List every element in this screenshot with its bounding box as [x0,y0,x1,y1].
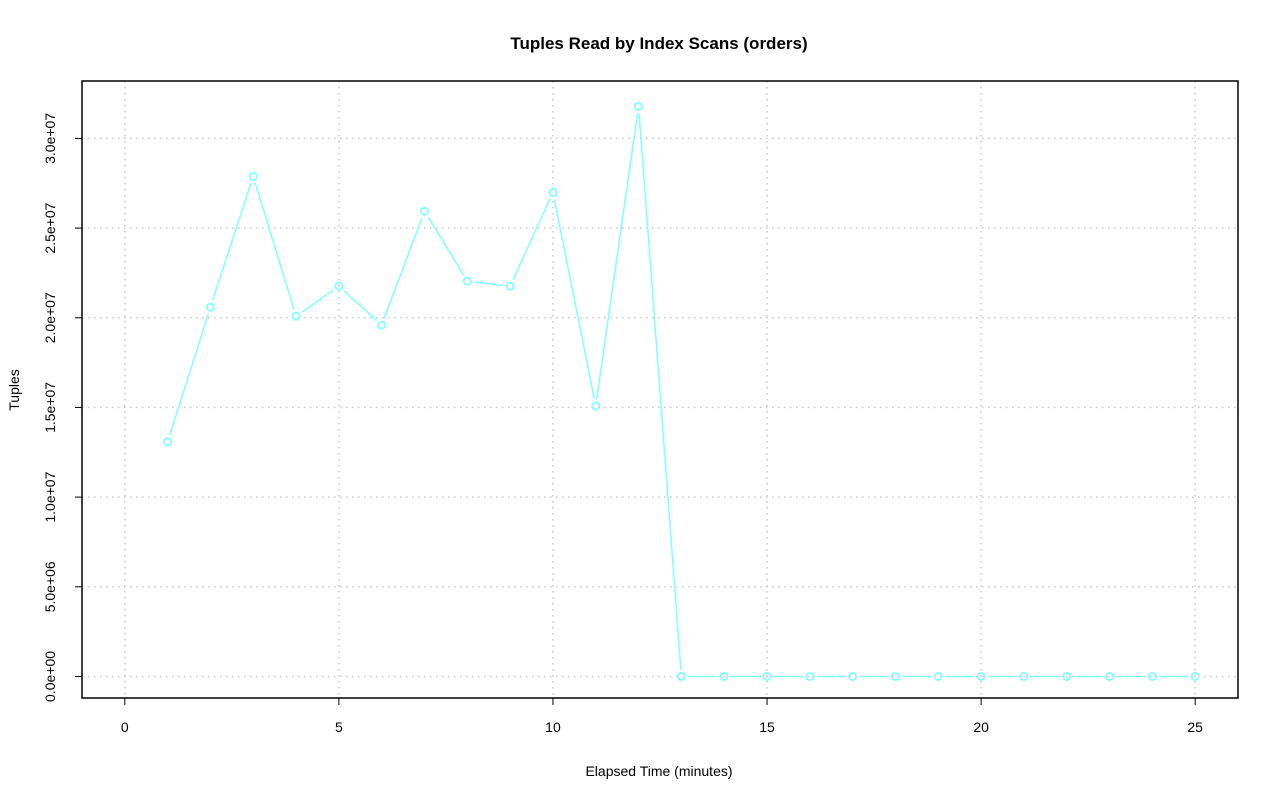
y-tick-label: 2.5e+07 [42,202,58,253]
series-line-segment [512,198,551,281]
data-point [1062,671,1072,681]
series-line-segment [343,290,378,321]
data-point [1019,671,1029,681]
y-tick-label: 3.0e+07 [42,113,58,164]
series-line-segment [169,313,210,436]
series-line-segment [301,289,334,313]
series-line-segment [427,216,465,276]
data-point [1190,671,1200,681]
y-tick-label: 5.0e+06 [42,561,58,612]
data-point [163,437,173,447]
x-tick-label: 20 [973,719,989,735]
x-tick-label: 10 [545,719,561,735]
plot-frame [81,80,1239,699]
series-line-segment [211,182,252,301]
x-tick-label: 15 [759,719,775,735]
data-point [805,671,815,681]
x-tick-label: 25 [1187,719,1203,735]
grid [82,81,1238,698]
data-point [933,671,943,681]
axes: 0 5 10 15 20 25 0.0e+00 5.0e+06 1.0e+07 1.5e+07 2.… [42,113,1203,735]
data-point [719,671,729,681]
y-tick-label: 1.5e+07 [42,382,58,433]
data-point [291,311,301,321]
data-point [505,281,515,291]
series-line-segment [638,113,682,670]
x-tick-label: 0 [121,719,129,735]
data-point [334,281,344,291]
series-line-segment [596,113,639,400]
data-point [248,171,258,181]
data-point [676,671,686,681]
y-tick-label: 1.0e+07 [42,471,58,522]
series [163,101,1200,681]
data-point [1147,671,1157,681]
data-point [634,101,644,111]
y-tick-label: 0.0e+00 [42,651,58,702]
data-point [1105,671,1115,681]
data-point [205,302,215,312]
data-point [762,671,772,681]
data-point [548,187,558,197]
x-axis-label: Elapsed Time (minutes) [585,763,732,779]
data-point [976,671,986,681]
data-point [890,671,900,681]
series-line-segment [553,199,596,400]
series-line-segment [254,182,295,310]
x-tick-label: 5 [335,719,343,735]
series-line-segment [474,281,504,287]
y-axis-label: Tuples [6,369,22,411]
y-tick-label: 2.0e+07 [42,292,58,343]
data-point [420,206,430,216]
data-point [848,671,858,681]
data-point [591,401,601,411]
data-point [377,320,387,330]
chart-title: Tuples Read by Index Scans (orders) [510,34,807,53]
series-line-segment [383,217,423,319]
data-point [462,276,472,286]
